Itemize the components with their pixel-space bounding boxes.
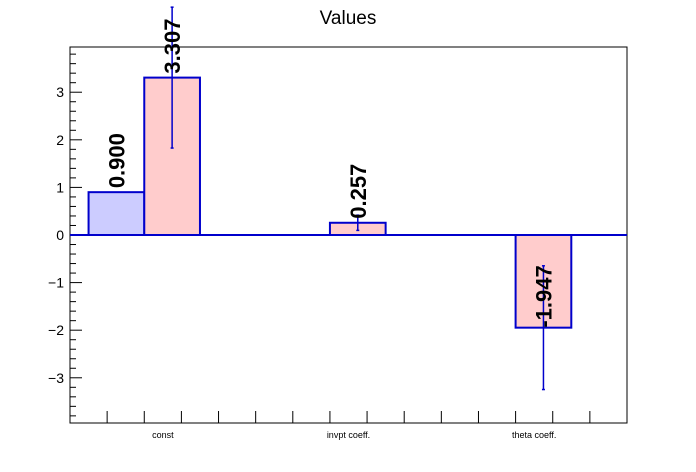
y-tick-label: 3	[56, 84, 64, 100]
data-labels-group: 0.900 3.307 0.257 -1.947	[104, 19, 556, 328]
bar	[87, 191, 146, 236]
y-tick-label: −2	[48, 322, 64, 338]
y-axis: −3 −2 −1 0 1 2 3	[48, 53, 82, 417]
y-tick-label: 1	[56, 179, 64, 195]
x-axis: const invpt coeff. theta coeff.	[106, 411, 591, 440]
data-label: 0.900	[104, 133, 129, 188]
x-category-label: invpt coeff.	[327, 430, 370, 440]
data-label: 0.257	[346, 164, 371, 219]
error-bars-group	[170, 6, 545, 391]
bars-group	[87, 76, 573, 329]
chart-title: Values	[320, 8, 377, 29]
data-label: 3.307	[160, 19, 185, 74]
y-tick-label: −3	[48, 370, 64, 386]
y-tick-label: 2	[56, 132, 64, 148]
y-tick-label: 0	[56, 227, 64, 243]
y-tick-label: −1	[48, 275, 64, 291]
x-category-label: const	[152, 430, 174, 440]
data-label: -1.947	[531, 265, 556, 327]
x-category-label: theta coeff.	[512, 430, 556, 440]
